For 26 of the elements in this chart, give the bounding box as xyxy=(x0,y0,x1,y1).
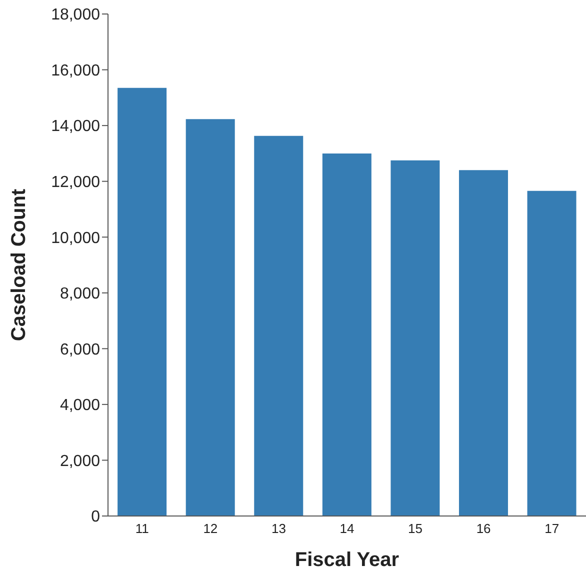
x-tick-label: 14 xyxy=(340,521,354,536)
bar xyxy=(118,88,167,516)
y-tick-label: 10,000 xyxy=(51,230,100,247)
x-tick-label: 17 xyxy=(544,521,560,536)
x-axis-title: Fiscal Year xyxy=(294,549,400,571)
y-tick-label: 2,000 xyxy=(60,452,100,470)
bar xyxy=(458,170,508,516)
y-axis-title: Caseload Count xyxy=(8,188,30,342)
y-tick-label: 8,000 xyxy=(60,286,100,303)
bar xyxy=(186,119,235,516)
x-tick-label: 15 xyxy=(408,521,423,536)
x-tick-label: 13 xyxy=(271,521,286,536)
y-tick-label: 16,000 xyxy=(51,62,100,80)
y-tick-label: 6,000 xyxy=(60,341,100,358)
bar xyxy=(527,190,576,516)
bar xyxy=(322,153,372,516)
y-tick-label: 4,000 xyxy=(60,397,100,414)
x-tick-label: 16 xyxy=(476,521,491,536)
x-tick-label: 12 xyxy=(203,521,218,536)
y-tick-label: 14,000 xyxy=(51,118,100,136)
y-tick-label: 18,000 xyxy=(51,6,100,24)
x-tick-label: 11 xyxy=(135,521,149,536)
bar xyxy=(390,160,440,516)
y-tick-label: 12,000 xyxy=(51,174,100,192)
bar xyxy=(254,136,304,516)
y-tick-label: 0 xyxy=(91,508,100,526)
